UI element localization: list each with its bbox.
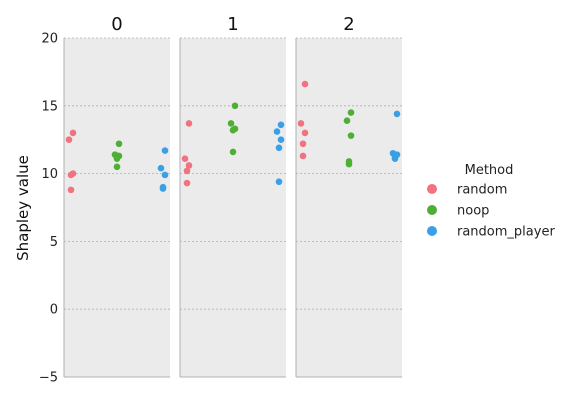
data-point-random_player (276, 178, 283, 185)
facet-title: 1 (227, 14, 238, 35)
data-point-random (186, 120, 193, 127)
data-point-random_player (278, 121, 285, 128)
legend-label-noop: noop (457, 204, 489, 219)
y-tick-label: 10 (41, 167, 58, 182)
legend-label-random_player: random_player (457, 225, 555, 240)
y-tick-label: 20 (41, 32, 58, 47)
data-point-noop (348, 132, 355, 139)
data-point-noop (230, 127, 237, 134)
data-point-noop (114, 155, 121, 162)
data-point-noop (114, 164, 121, 171)
data-point-noop (116, 140, 123, 147)
data-point-random (70, 130, 77, 137)
y-tick-label: 5 (50, 235, 58, 250)
data-point-noop (344, 117, 351, 124)
data-point-random_player (162, 147, 169, 154)
data-point-random_player (160, 185, 167, 192)
facet-title: 2 (343, 14, 354, 35)
data-point-random (300, 153, 307, 160)
data-point-random (68, 187, 75, 194)
data-point-random_player (278, 136, 285, 143)
y-tick-label: −5 (39, 371, 58, 386)
data-point-random (302, 130, 309, 137)
data-point-random (182, 155, 189, 162)
y-tick-label: 0 (50, 303, 58, 318)
data-point-noop (230, 149, 237, 156)
y-tick-label: 15 (41, 99, 58, 114)
legend-title: Method (465, 163, 514, 178)
y-axis-label: Shapley value (14, 155, 32, 261)
data-point-noop (232, 103, 239, 110)
data-point-random_player (276, 145, 283, 152)
data-point-random (184, 180, 191, 187)
data-point-random_player (274, 128, 281, 135)
facet-panel-0 (64, 38, 170, 377)
legend-marker-noop (427, 205, 437, 215)
data-point-random (184, 168, 191, 175)
data-point-random (300, 140, 307, 147)
facet-title: 0 (111, 14, 122, 35)
legend-label-random: random (457, 183, 507, 198)
data-point-random_player (392, 155, 399, 162)
data-point-random (66, 136, 73, 143)
data-point-noop (346, 161, 353, 168)
data-point-random (68, 172, 75, 179)
data-point-random (298, 120, 305, 127)
data-point-random_player (158, 165, 165, 172)
legend-marker-random (427, 184, 437, 194)
facet-panel-1 (180, 38, 286, 377)
legend-marker-random_player (427, 226, 437, 236)
facet-panel-2 (296, 38, 402, 377)
data-point-random_player (394, 111, 401, 118)
data-point-random (302, 81, 309, 88)
data-point-noop (228, 120, 235, 127)
data-point-random_player (162, 172, 169, 179)
data-point-noop (348, 109, 355, 116)
